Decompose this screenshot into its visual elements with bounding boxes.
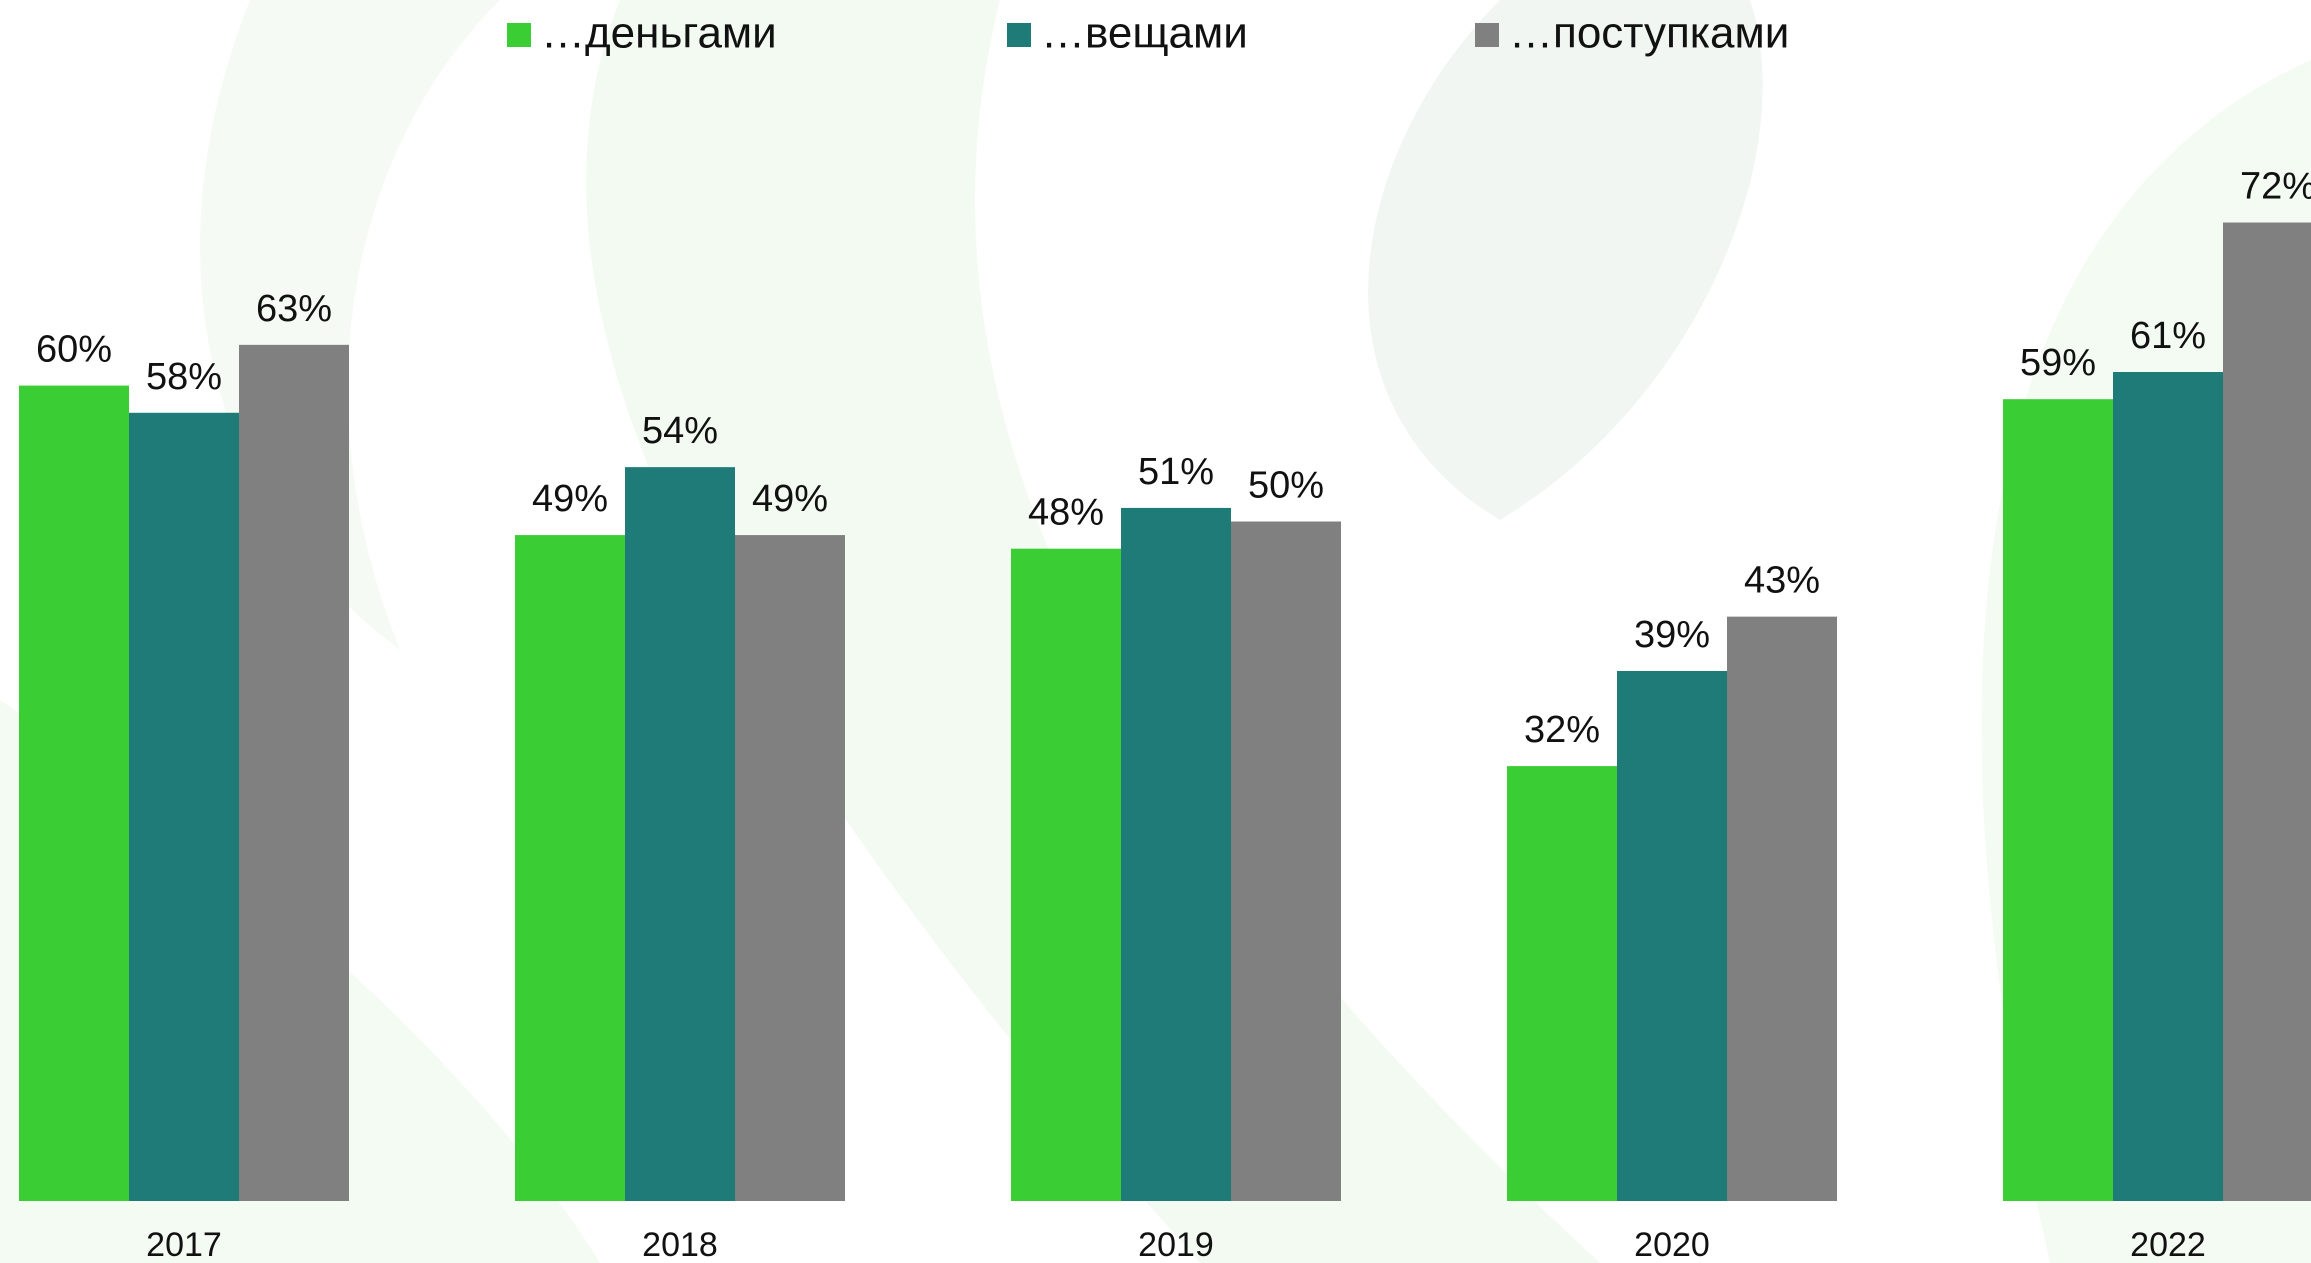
legend-text: …поступками bbox=[1509, 9, 1789, 58]
legend-swatch bbox=[507, 23, 531, 47]
x-tick-label: 2018 bbox=[642, 1226, 718, 1263]
value-label: 63% bbox=[256, 288, 332, 330]
x-tick-label: 2022 bbox=[2130, 1226, 2206, 1263]
x-tick-label: 2020 bbox=[1634, 1226, 1710, 1263]
bar bbox=[1231, 522, 1341, 1202]
value-label: 39% bbox=[1634, 614, 1710, 656]
value-label: 49% bbox=[752, 478, 828, 520]
bar bbox=[19, 386, 129, 1201]
legend-swatch bbox=[1475, 23, 1499, 47]
value-label: 61% bbox=[2130, 315, 2206, 357]
legend: …деньгами …вещами …поступками bbox=[507, 9, 1789, 58]
x-tick-label: 2017 bbox=[146, 1226, 222, 1263]
bar bbox=[2003, 399, 2113, 1201]
value-label: 32% bbox=[1524, 709, 1600, 751]
x-tick-label: 2019 bbox=[1138, 1226, 1214, 1263]
bar bbox=[239, 345, 349, 1201]
bar bbox=[1727, 617, 1837, 1201]
value-label: 58% bbox=[146, 356, 222, 398]
value-label: 43% bbox=[1744, 560, 1820, 602]
bar bbox=[129, 413, 239, 1201]
page: {"chart_data": { "type": "bar", "categor… bbox=[0, 0, 2311, 1263]
value-label: 49% bbox=[532, 478, 608, 520]
bar bbox=[1011, 549, 1121, 1201]
bar bbox=[515, 535, 625, 1201]
value-label: 51% bbox=[1138, 451, 1214, 493]
value-label: 59% bbox=[2020, 342, 2096, 384]
value-label: 50% bbox=[1248, 465, 1324, 507]
bar bbox=[2223, 223, 2311, 1201]
bar bbox=[2113, 372, 2223, 1201]
bar bbox=[1507, 766, 1617, 1201]
legend-text: …деньгами bbox=[541, 9, 777, 58]
value-label: 60% bbox=[36, 329, 112, 371]
value-label: 48% bbox=[1028, 492, 1104, 534]
chart: …деньгами …вещами …поступками 2017 60% 58% 63… bbox=[0, 0, 2311, 1263]
bar bbox=[1617, 671, 1727, 1201]
legend-text: …вещами bbox=[1041, 9, 1248, 58]
bar bbox=[1121, 508, 1231, 1201]
value-label: 54% bbox=[642, 410, 718, 452]
value-label: 72% bbox=[2240, 166, 2311, 208]
bar bbox=[625, 467, 735, 1201]
legend-swatch bbox=[1007, 23, 1031, 47]
bar bbox=[735, 535, 845, 1201]
